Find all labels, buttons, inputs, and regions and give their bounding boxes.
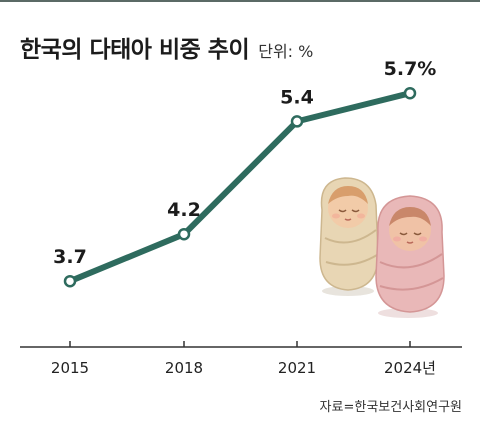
unit-label: 단위: % <box>258 42 314 61</box>
data-label: 3.7 <box>53 246 87 268</box>
twin-babies-illustration <box>319 177 445 318</box>
data-point <box>290 115 304 128</box>
data-points <box>63 86 417 288</box>
data-point <box>177 227 191 241</box>
data-label: 5.7% <box>384 58 437 80</box>
swaddled-baby-icon <box>375 195 445 318</box>
source-note: 자료=한국보건사회연구원 <box>319 400 462 415</box>
chart-header: 한국의 다태아 비중 추이 단위: % <box>20 30 313 64</box>
x-tick-label: 2024년 <box>384 359 436 377</box>
x-tick-label: 2018 <box>165 359 203 377</box>
data-point <box>63 274 77 288</box>
x-tick-label: 2015 <box>51 359 89 377</box>
data-labels: 3.7 4.2 5.4 5.7% <box>53 58 436 268</box>
data-point <box>403 86 417 100</box>
x-axis-labels: 2015 2018 2021 2024년 <box>51 359 436 377</box>
series-line <box>67 90 413 285</box>
data-label: 5.4 <box>280 86 314 108</box>
chart-title: 한국의 다태아 비중 추이 <box>20 37 250 63</box>
top-rule <box>0 0 480 2</box>
swaddled-baby-icon <box>319 177 379 296</box>
x-axis-ticks <box>69 341 411 347</box>
data-label: 4.2 <box>167 199 201 221</box>
x-tick-label: 2021 <box>278 359 316 377</box>
